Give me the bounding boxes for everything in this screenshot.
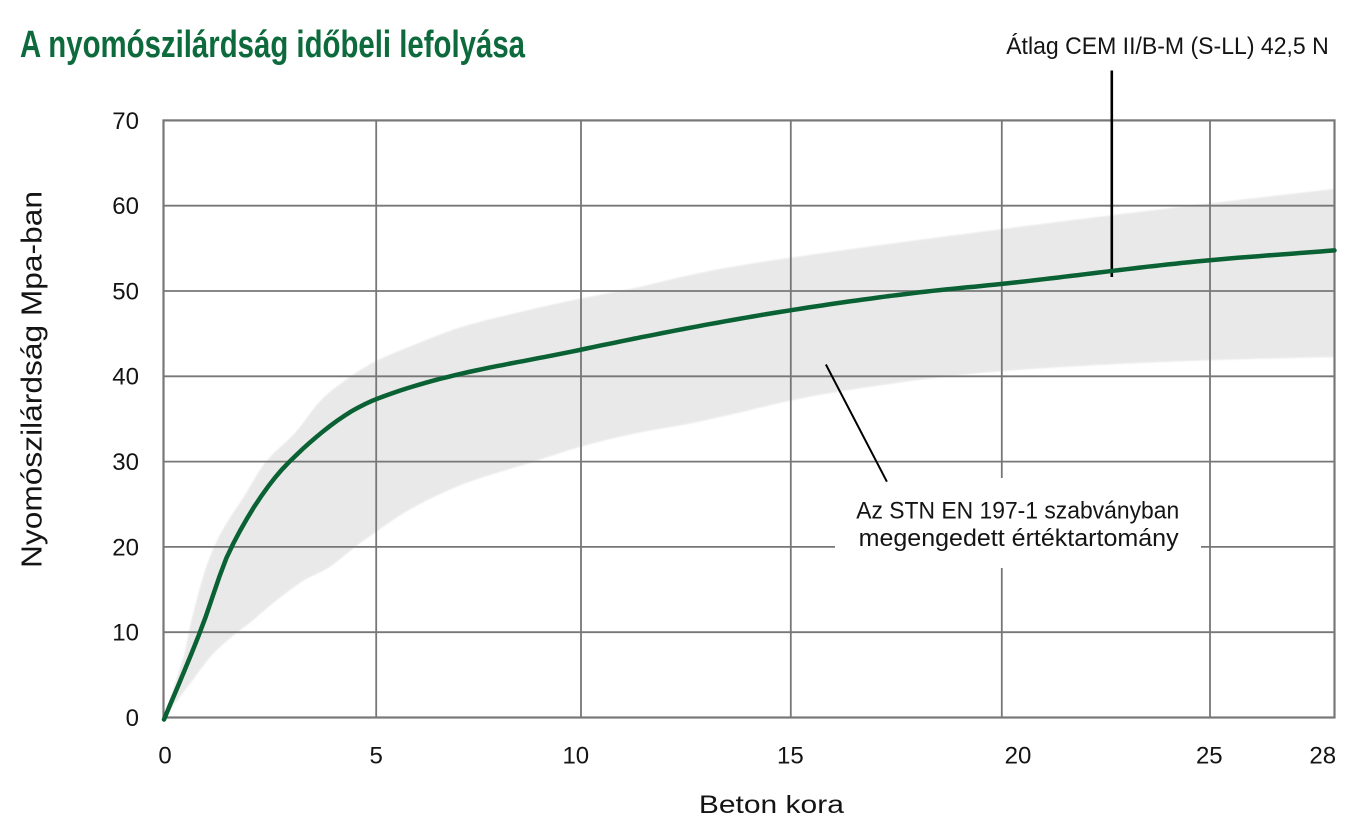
svg-text:Az STN EN 197-1 szabványban: Az STN EN 197-1 szabványban	[856, 498, 1179, 525]
svg-text:28: 28	[1309, 742, 1336, 769]
svg-text:megengedett értéktartomány: megengedett értéktartomány	[859, 525, 1179, 552]
svg-text:Nyomószilárdság Mpa-ban: Nyomószilárdság Mpa-ban	[17, 191, 49, 568]
svg-text:20: 20	[1005, 742, 1032, 769]
svg-text:20: 20	[112, 534, 139, 561]
svg-text:50: 50	[112, 278, 139, 305]
svg-text:5: 5	[370, 742, 383, 769]
svg-text:Beton kora: Beton kora	[699, 791, 844, 819]
svg-text:30: 30	[112, 449, 139, 476]
svg-text:10: 10	[112, 620, 139, 647]
svg-text:25: 25	[1196, 742, 1223, 769]
svg-text:10: 10	[562, 742, 589, 769]
svg-text:0: 0	[126, 705, 139, 732]
svg-text:A nyomószilárdság időbeli lefo: A nyomószilárdság időbeli lefolyása	[20, 24, 526, 66]
svg-text:0: 0	[158, 742, 171, 769]
svg-text:Átlag CEM II/B-M (S-LL) 42,5 N: Átlag CEM II/B-M (S-LL) 42,5 N	[1006, 33, 1329, 60]
svg-text:15: 15	[777, 742, 804, 769]
svg-text:60: 60	[112, 193, 139, 220]
svg-text:40: 40	[112, 364, 139, 391]
svg-text:70: 70	[112, 108, 139, 135]
